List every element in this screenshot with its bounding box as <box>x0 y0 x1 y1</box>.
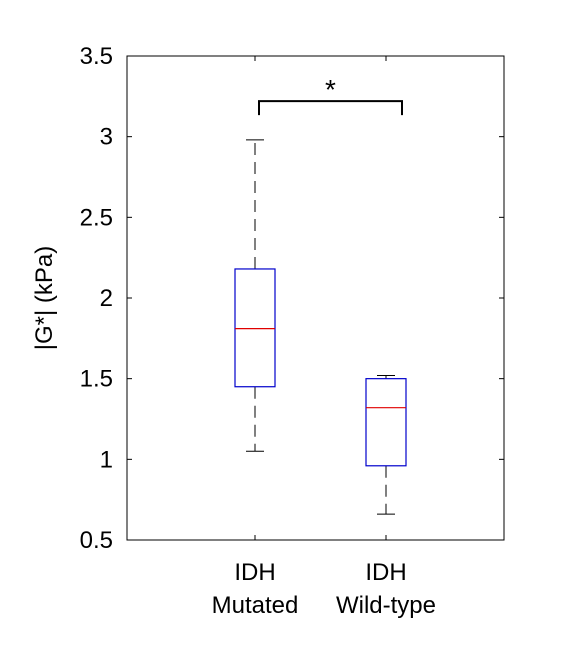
y-tick-label-5: 3 <box>100 124 113 151</box>
category-label-line2-0: Mutated <box>212 592 299 619</box>
box-body-0 <box>234 268 276 388</box>
category-label-line1-0: IDH <box>234 559 275 586</box>
significance-annotation: * <box>258 74 403 116</box>
y-tick-label-0: 0.5 <box>80 527 113 554</box>
category-labels: IDH Mutated IDH Wild-type <box>212 559 436 619</box>
box-series <box>234 139 407 515</box>
category-label-line1-1: IDH <box>365 559 406 586</box>
y-tick-label-3: 2 <box>100 285 113 312</box>
y-axis: 0.5 1 1.5 2 2.5 3 3.5 <box>80 43 504 554</box>
category-label-line2-1: Wild-type <box>336 592 436 619</box>
y-tick-label-6: 3.5 <box>80 43 113 70</box>
y-tick-label-2: 1.5 <box>80 366 113 393</box>
box-0 <box>234 139 276 452</box>
y-tick-label-1: 1 <box>100 446 113 473</box>
significance-star: * <box>325 74 336 105</box>
y-axis-label: |G*| (kPa) <box>31 246 58 350</box>
plot-frame <box>126 55 505 541</box>
box-body-1 <box>365 378 407 467</box>
y-tick-label-4: 2.5 <box>80 204 113 231</box>
box-1 <box>365 374 407 515</box>
significance-bracket <box>258 100 403 116</box>
